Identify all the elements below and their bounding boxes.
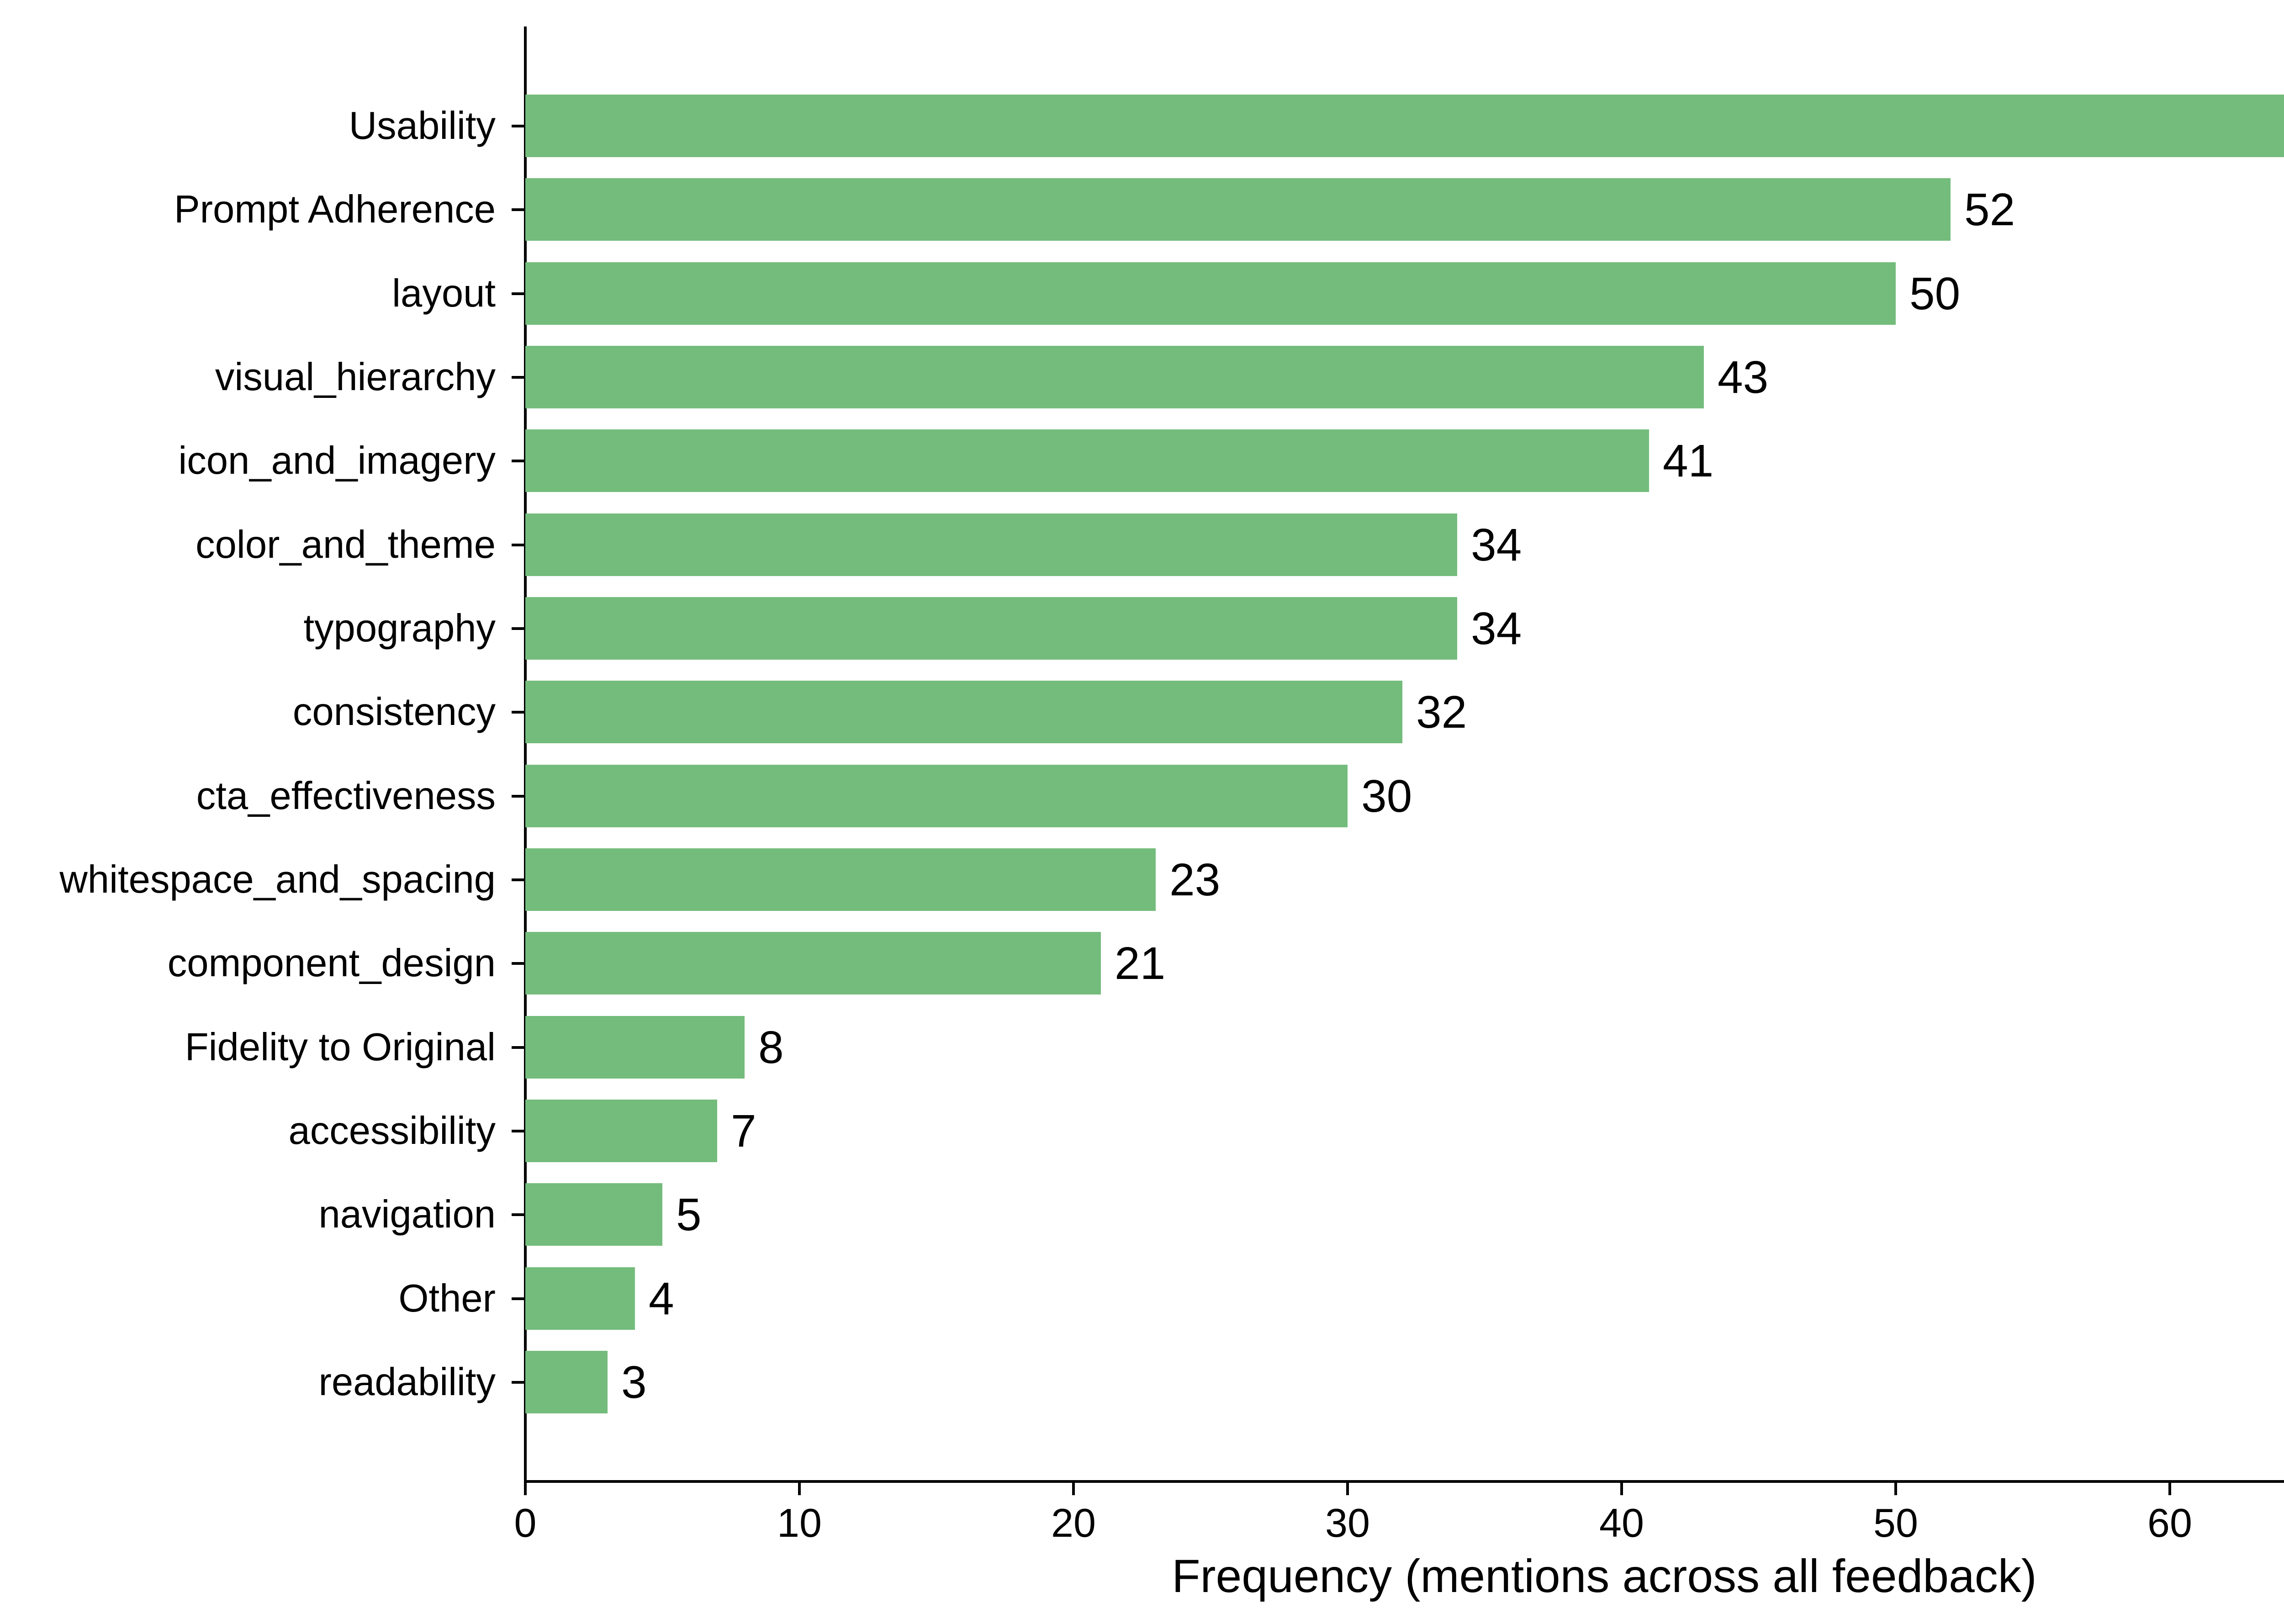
x-axis-title: Frequency (mentions across all feedback) [1172, 1550, 2037, 1602]
x-axis-tick-mark [524, 1483, 527, 1495]
bar [525, 429, 1649, 492]
bar-value-label: 21 [1115, 938, 1166, 989]
category-tick-mark [512, 795, 525, 798]
category-tick-mark [512, 1381, 525, 1384]
bar-value-label: 52 [1964, 184, 2015, 235]
bar-value-label: 4 [649, 1273, 674, 1324]
bar-value-label: 43 [1718, 352, 1769, 403]
x-axis-tick-label: 50 [1873, 1500, 1918, 1545]
category-tick-label: Prompt Adherence [174, 188, 496, 231]
x-axis-tick-mark [798, 1483, 801, 1495]
x-axis-tick-mark [1346, 1483, 1349, 1495]
bar [525, 681, 1402, 743]
category-tick-mark [512, 125, 525, 127]
bar-value-label: 7 [731, 1106, 756, 1157]
bar-value-label: 23 [1169, 854, 1221, 905]
category-tick-mark [512, 1297, 525, 1300]
category-tick-label: typography [303, 607, 496, 650]
category-tick-mark [512, 208, 525, 211]
category-tick-label: layout [392, 272, 496, 315]
x-axis-tick-label: 30 [1325, 1500, 1370, 1545]
category-tick-label: Usability [349, 104, 496, 148]
bar-value-label: 5 [676, 1189, 702, 1240]
x-axis-tick-mark [1072, 1483, 1075, 1495]
bar [525, 1351, 608, 1413]
bar-value-label: 8 [758, 1022, 784, 1073]
bar [525, 1016, 745, 1079]
bar-value-label: 30 [1361, 771, 1412, 822]
bar [525, 765, 1348, 827]
category-tick-label: readability [318, 1360, 496, 1404]
category-tick-label: Fidelity to Original [185, 1026, 496, 1069]
category-tick-mark [512, 376, 525, 379]
bar [525, 1100, 717, 1162]
category-tick-label: cta_effectiveness [196, 774, 496, 818]
bar [525, 1183, 662, 1246]
category-tick-label: navigation [318, 1193, 496, 1236]
category-tick-mark [512, 292, 525, 295]
bar [525, 178, 1951, 241]
category-tick-label: consistency [292, 690, 496, 734]
bar [525, 346, 1704, 408]
bar-value-label: 32 [1416, 687, 1467, 738]
category-tick-mark [512, 544, 525, 546]
category-tick-mark [512, 962, 525, 965]
x-axis-tick-mark [1894, 1483, 1897, 1495]
category-tick-label: whitespace_and_spacing [59, 858, 496, 901]
category-tick-mark [512, 878, 525, 881]
category-tick-label: color_and_theme [196, 523, 496, 566]
category-tick-label: Other [398, 1277, 496, 1320]
bar [525, 932, 1101, 995]
category-tick-mark [512, 627, 525, 630]
category-tick-label: icon_and_imagery [178, 439, 496, 482]
x-axis-tick-label: 0 [514, 1500, 537, 1545]
bar-value-label: 50 [1909, 268, 1961, 319]
category-tick-mark [512, 1130, 525, 1132]
bar [525, 848, 1156, 911]
bar [525, 513, 1457, 576]
bar [525, 262, 1896, 325]
x-axis-tick-label: 40 [1599, 1500, 1644, 1545]
x-axis-tick-label: 10 [777, 1500, 822, 1545]
category-tick-mark [512, 1213, 525, 1216]
bar [525, 1267, 635, 1330]
category-tick-mark [512, 1046, 525, 1049]
bar-value-label: 41 [1663, 435, 1714, 487]
x-axis-line [524, 1480, 2284, 1483]
x-axis-tick-mark [2168, 1483, 2171, 1495]
x-axis-tick-label: 20 [1051, 1500, 1096, 1545]
category-tick-label: component_design [167, 942, 496, 985]
category-tick-mark [512, 711, 525, 714]
bar-value-label: 34 [1471, 519, 1522, 571]
x-axis-tick-mark [1620, 1483, 1623, 1495]
bar [525, 95, 2284, 157]
category-tick-label: visual_hierarchy [215, 355, 496, 399]
category-tick-mark [512, 460, 525, 462]
x-axis-tick-label: 60 [2147, 1500, 2192, 1545]
bar [525, 597, 1457, 660]
category-tick-label: accessibility [288, 1109, 496, 1153]
bar-value-label: 3 [621, 1357, 647, 1408]
bar-value-label: 34 [1471, 603, 1522, 654]
y-axis-line [524, 26, 527, 1483]
